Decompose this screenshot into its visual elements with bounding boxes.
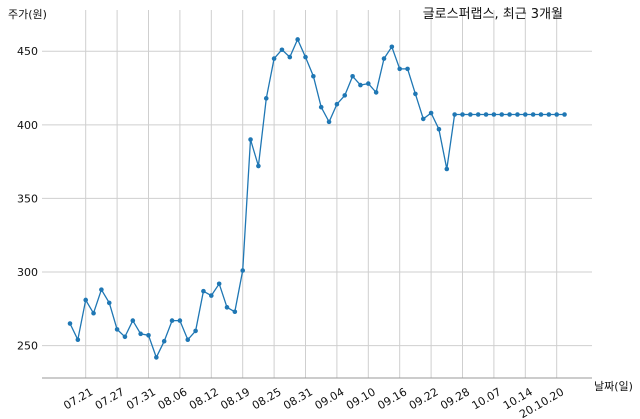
data-point [83,297,88,303]
chart-title: 글로스퍼랩스, 최근 3개월 [423,7,563,22]
data-point [99,287,104,292]
data-point [523,112,528,117]
y-axis-ticks: 250 300 350 400 450 [17,45,38,352]
data-point [240,268,245,273]
x-axis-label: 날짜(일) [594,379,633,393]
data-point [209,293,214,298]
x-tick-label: 10.07 [470,385,504,412]
y-tick-label: 450 [17,45,38,58]
data-point [326,119,332,125]
data-point [106,300,112,306]
data-point [373,90,379,95]
x-tick-label: 08.12 [187,385,221,412]
x-tick-label: 08.06 [156,385,190,412]
data-point [216,281,222,287]
data-point [232,309,238,315]
data-point [530,112,536,117]
data-point [130,318,136,323]
data-point [334,101,340,107]
x-tick-label: 08.31 [281,385,315,412]
data-point [397,66,403,72]
data-point [515,112,520,117]
data-point [468,112,473,117]
x-axis-ticks: 07.2107.2707.3108.0608.1208.1908.2508.31… [61,385,566,419]
data-point [452,112,457,117]
data-point [256,163,261,169]
x-tick-label: 09.22 [407,385,441,412]
data-point [507,112,512,117]
data-point [538,112,544,117]
price-line [69,37,565,360]
data-point [389,44,395,50]
data-point [177,318,183,323]
data-point [154,355,159,360]
data-point [554,112,559,117]
data-point [483,112,489,117]
data-point [303,54,308,60]
grid-lines [42,10,592,378]
data-point [122,334,128,340]
x-tick-label: 09.16 [375,385,409,412]
data-point [114,327,120,332]
data-point [67,321,73,326]
data-point [161,338,167,344]
data-point [169,318,175,323]
x-tick-label: 08.19 [218,385,252,412]
x-tick-label: 07.27 [93,385,127,412]
y-tick-label: 350 [17,192,38,205]
x-tick-label: 09.10 [344,385,378,412]
data-point [193,328,198,334]
x-tick-label: 07.31 [124,385,158,412]
data-point [405,66,410,72]
y-tick-label: 300 [17,266,38,279]
data-point [271,56,277,61]
data-point [138,331,143,337]
data-point [75,337,81,343]
data-point [248,137,253,142]
data-point [185,337,191,343]
y-axis-label: 주가(원) [8,8,47,21]
data-point [311,73,316,79]
x-tick-label: 07.21 [61,385,95,412]
x-tick-label: 08.25 [250,385,284,412]
y-tick-label: 250 [17,340,38,353]
data-point [295,37,300,42]
data-point [420,116,426,122]
data-point [263,96,269,101]
data-point [436,126,442,132]
data-point [146,333,151,338]
data-point [318,104,324,110]
data-point [499,112,505,117]
data-point [546,112,552,117]
data-point [350,73,355,79]
data-point [201,288,206,294]
y-tick-label: 400 [17,119,38,132]
data-point [224,305,230,310]
data-point [428,110,434,116]
data-point [444,166,450,172]
data-point [287,54,293,60]
data-point [381,56,387,61]
series-layer [67,37,567,360]
data-point [460,112,465,117]
data-point [413,91,418,97]
data-point [358,82,363,88]
x-tick-label: 09.04 [313,385,347,412]
x-tick-label: 09.28 [438,385,472,412]
data-point [279,47,285,53]
data-point [475,112,481,117]
data-point [562,112,567,117]
data-point [342,93,348,98]
data-point [366,81,371,86]
data-point [91,310,96,316]
data-point [491,112,497,117]
